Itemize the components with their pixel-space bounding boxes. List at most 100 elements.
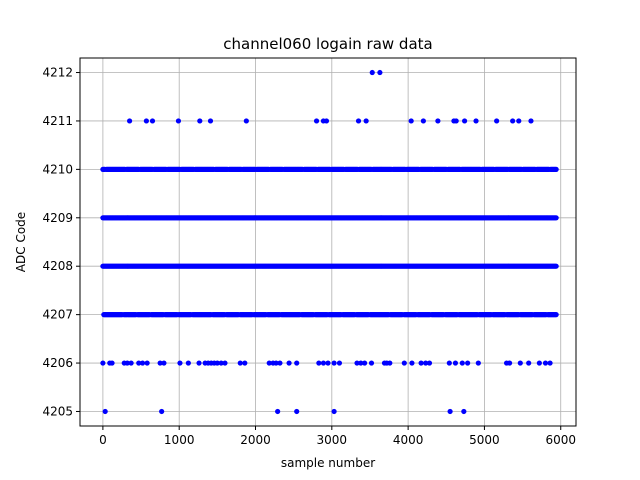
- data-point: [453, 118, 459, 124]
- data-point: [320, 360, 327, 366]
- data-point: [286, 360, 292, 366]
- data-point: [294, 408, 300, 415]
- data-point: [237, 360, 243, 366]
- data-point: [144, 360, 150, 366]
- data-point: [331, 408, 337, 415]
- data-point: [418, 360, 424, 366]
- data-point: [446, 360, 452, 366]
- data-point: [218, 360, 224, 366]
- data-point: [277, 360, 283, 366]
- data-point: [161, 360, 167, 366]
- data-point: [325, 360, 331, 366]
- data-point: [426, 360, 433, 366]
- x-axis-label: sample number: [281, 456, 375, 470]
- data-point: [362, 360, 368, 366]
- y-axis-label: ADC Code: [14, 212, 28, 272]
- data-point: [475, 360, 481, 366]
- y-tick-label: 4212: [42, 66, 73, 80]
- data-point: [355, 118, 362, 124]
- data-point: [461, 408, 467, 415]
- data-point: [124, 360, 130, 366]
- data-point: [363, 118, 369, 124]
- data-point: [516, 118, 522, 124]
- data-point: [331, 360, 337, 366]
- data-point: [369, 69, 375, 76]
- data-point: [358, 360, 364, 366]
- y-tick-label: 4209: [42, 211, 73, 225]
- data-point: [423, 360, 429, 366]
- data-point: [313, 118, 320, 124]
- data-point: [128, 360, 134, 366]
- data-point: [175, 118, 182, 124]
- data-point: [159, 408, 165, 415]
- data-point: [447, 408, 453, 415]
- data-point: [266, 360, 272, 366]
- data-point: [197, 118, 203, 124]
- y-tick-label: 4210: [42, 162, 73, 176]
- data-point: [553, 166, 559, 172]
- data-point: [409, 360, 415, 366]
- data-point: [459, 360, 465, 366]
- data-point: [510, 118, 516, 124]
- data-point: [526, 360, 532, 366]
- data-point: [465, 360, 471, 366]
- x-tick-label: 0: [99, 433, 107, 447]
- data-point: [401, 360, 407, 366]
- data-point: [243, 118, 249, 124]
- data-point: [316, 360, 322, 366]
- data-point: [435, 118, 441, 124]
- data-point: [461, 118, 468, 124]
- y-tick-label: 4208: [42, 259, 73, 273]
- y-tick-label: 4205: [42, 404, 73, 418]
- data-point: [553, 263, 559, 269]
- data-point: [275, 408, 281, 415]
- data-point: [408, 118, 414, 124]
- data-point: [100, 360, 106, 366]
- data-point: [517, 360, 523, 366]
- data-point: [452, 360, 459, 366]
- y-tick-label: 4207: [42, 308, 73, 322]
- data-point: [377, 69, 383, 76]
- data-point: [368, 360, 375, 366]
- data-point: [214, 360, 220, 366]
- chart-title: channel060 logain raw data: [223, 35, 432, 53]
- data-point: [420, 118, 426, 124]
- data-point: [507, 360, 513, 366]
- data-point: [323, 118, 330, 124]
- data-point: [196, 360, 202, 366]
- data-point: [177, 360, 183, 366]
- axis-ticks: 0 1000 2000 3000 4000 5000 6000 4205 4206 4207 420…: [42, 66, 576, 447]
- data-point: [273, 360, 279, 366]
- data-point: [222, 360, 228, 366]
- y-tick-label: 4206: [42, 356, 73, 370]
- data-point: [473, 118, 479, 124]
- x-tick-label: 6000: [545, 433, 576, 447]
- data-point: [207, 118, 214, 124]
- x-tick-label: 4000: [393, 433, 424, 447]
- data-point: [553, 312, 559, 318]
- data-point: [294, 360, 300, 366]
- x-tick-label: 3000: [317, 433, 348, 447]
- data-point: [127, 118, 133, 124]
- data-point: [139, 360, 146, 366]
- x-tick-label: 2000: [240, 433, 271, 447]
- data-point: [542, 360, 549, 366]
- data-point: [109, 360, 115, 366]
- data-point: [143, 118, 149, 124]
- data-point: [149, 118, 156, 124]
- data-point: [354, 360, 360, 366]
- x-tick-label: 1000: [164, 433, 195, 447]
- data-point: [536, 360, 542, 366]
- y-tick-label: 4211: [42, 114, 73, 128]
- data-point: [494, 118, 500, 124]
- data-point: [185, 360, 191, 366]
- data-point: [242, 360, 248, 366]
- data-point: [553, 215, 559, 221]
- data-points: [100, 69, 559, 415]
- data-point: [387, 360, 393, 366]
- data-point: [136, 360, 142, 366]
- data-point: [336, 360, 343, 366]
- data-point: [547, 360, 553, 366]
